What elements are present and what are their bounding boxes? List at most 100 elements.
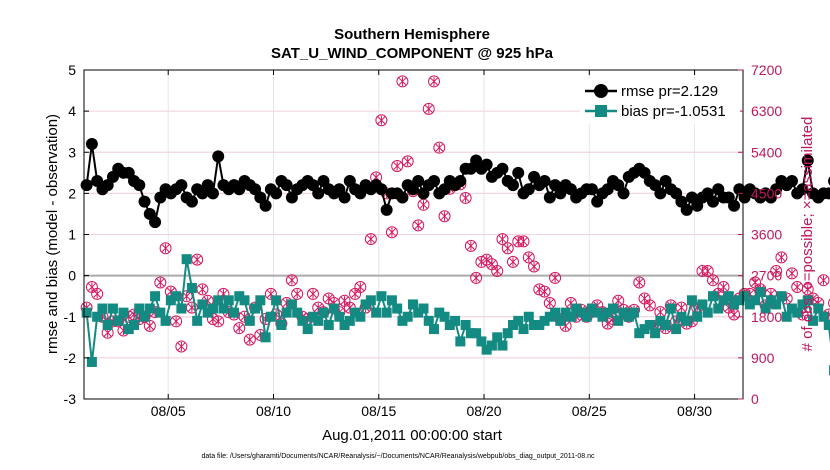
legend-bias-marker [595,105,607,117]
bias-point [381,307,392,318]
obs-possible-point [491,265,504,278]
bias-point [455,336,466,347]
bias-point [344,315,355,326]
x-tick-label: 08/05 [151,403,186,419]
bias-point [407,299,418,310]
rmse-point [375,183,388,196]
obs-possible-point [775,251,788,264]
y2-tick-label: 1800 [751,309,782,325]
obs-assimilated-point [535,284,544,294]
bias-point [813,303,824,314]
rmse-series [80,138,830,229]
obs-assimilated-point [524,252,533,262]
bias-point [160,315,171,326]
obs-assimilated-point [640,293,649,304]
y2-tick-label: 5400 [751,144,782,160]
obs-possible-point [633,276,646,289]
rmse-point [796,183,809,196]
bias-point [165,295,176,306]
obs-assimilated-point [245,334,254,345]
rmse-point [312,187,325,200]
bias-point [202,307,213,318]
obs-possible-point [438,210,451,223]
rmse-point [585,183,598,196]
bias-point [550,307,561,318]
rmse-point [80,179,93,192]
bias-point [539,315,550,326]
bias-point [113,315,124,326]
bias-point [107,303,118,314]
obs-possible-point [506,255,519,268]
y-axis-label: rmse and bias (model - observation) [44,114,61,354]
bias-point [639,324,650,335]
obs-assimilated-point [509,257,517,267]
x-axis-label: Aug.01,2011 00:00:00 start [322,427,503,444]
bias-point [371,307,382,318]
data-file-footnote: data file: /Users/gharamti/Documents/NCA… [201,453,595,460]
bias-point [465,328,476,339]
rmse-point [270,187,283,200]
obs-assimilated-point [398,76,407,87]
y2-axis-label: # of obs: o=possible; ×=assimilated [799,117,816,352]
obs-assimilated-point [145,321,154,331]
obs-possible-point [191,253,204,266]
bias-point [260,332,271,343]
bias-point [123,324,134,335]
obs-assimilated-point [466,241,475,251]
obs-possible-point [770,265,783,278]
bias-point [402,311,413,322]
obs-possible-point [706,274,719,287]
y-tick-label: 0 [68,268,76,284]
bias-point [397,315,408,326]
obs-assimilated-point [182,291,191,301]
bias-point [755,287,766,298]
bias-point [702,307,713,318]
obs-possible-point [817,274,830,287]
obs-assimilated-point [309,289,317,299]
obs-possible-point [801,283,814,296]
x-tick-label: 08/10 [256,403,291,419]
chart-title-line-1: Southern Hemisphere [334,26,490,43]
bias-point [292,307,303,318]
bias-point [334,311,345,322]
obs-assimilated-point [493,266,502,276]
bias-point [255,295,266,306]
bias-point [650,328,661,339]
bias-point [434,307,445,318]
bias-point [281,307,292,318]
obs-assimilated-point [403,156,412,166]
bias-point [302,324,313,335]
bias-point [286,299,297,310]
y-axis-right: 0 900 1800 2700 3600 4500 5400 6300 7200 [738,62,782,407]
bias-point [808,315,819,326]
bias-point [597,311,608,322]
obs-assimilated-point [461,193,470,203]
bias-point [797,299,808,310]
obs-possible-point [828,298,830,308]
bias-point [207,303,218,314]
obs-possible-point [233,322,246,335]
bias-point [618,307,629,318]
bias-point [276,319,287,330]
bias-point [81,307,92,318]
obs-assimilated-point [172,316,181,326]
bias-point [734,295,745,306]
obs-assimilated-point [351,289,360,299]
obs-assimilated-point [377,115,386,125]
bias-point [181,254,192,265]
obs-possible-point [459,191,472,204]
obs-assimilated-point [156,277,165,288]
obs-assimilated-point [440,211,449,221]
obs-possible-point [391,159,404,172]
bias-point [760,303,771,314]
bias-point [97,303,108,314]
bias-point [213,295,224,306]
obs-possible-point [433,141,446,154]
bias-point [671,324,682,335]
bias-point [155,307,166,318]
y2-tick-label: 4500 [751,185,782,201]
bias-point [102,319,113,330]
bias-point [86,356,97,367]
bias-point [581,311,592,322]
